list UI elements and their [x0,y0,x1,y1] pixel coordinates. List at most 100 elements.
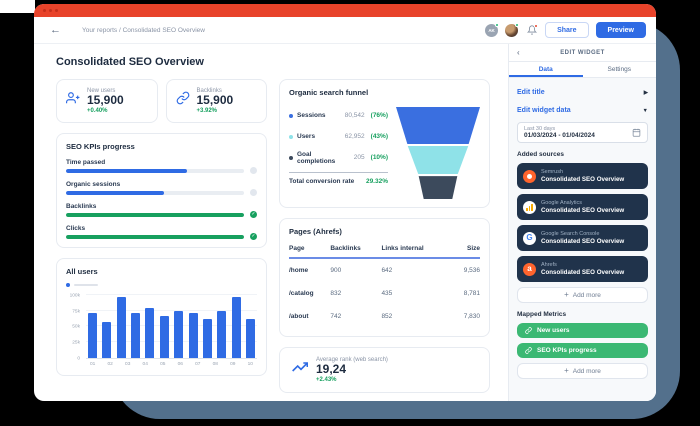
funnel-value: 80,542 [344,112,365,119]
source-name: Google Search Console [541,230,600,237]
kpi-check-icon: ✓ [250,210,257,218]
tab-settings[interactable]: Settings [607,66,632,73]
funnel-label: Goal completions [297,150,336,165]
chevron-left-icon[interactable]: ‹ [517,48,520,57]
avatar-initials-label: AK [488,27,495,33]
bar [88,313,97,358]
source-card-google-analytics[interactable]: Google Analytics Consolidated SEO Overvi… [517,194,648,220]
edit-widget-panel: ‹ EDIT WIDGET Data Settings Edit title ▶… [508,44,656,401]
series-dot [289,134,293,139]
stat-card-backlinks[interactable]: Backlinks 15,900 +3.92% [165,79,267,123]
bar [145,307,155,358]
kpi-label: Backlinks [66,202,97,210]
bar [102,321,112,358]
column-header: Size [452,240,480,259]
stat-label: New users [87,88,116,94]
x-tick-label: 10 [247,361,253,367]
pages-widget[interactable]: Pages (Ahrefs) Page Backlinks Links inte… [279,218,490,337]
x-tick-label: 03 [125,361,131,367]
background-corner [0,0,35,13]
column-header: Links internal [381,240,453,259]
mapped-metrics-label: Mapped Metrics [517,311,567,318]
avatar-photo[interactable] [505,22,520,37]
window-dot [49,9,52,12]
source-card-google-search-console[interactable]: G Google Search Console Consolidated SEO… [517,225,648,251]
google-search-console-icon: G [523,231,536,245]
kpi-progress-fill [66,190,164,195]
bar-chart-x-axis: 01 02 03 04 05 06 07 08 09 10 [86,359,257,367]
source-card-ahrefs[interactable]: a Ahrefs Consolidated SEO Overview [517,256,648,282]
table-row: /about 742 852 7,830 [289,305,480,328]
link-icon [525,327,532,334]
chevron-right-icon: ▶ [643,89,648,96]
source-name: Google Analytics [541,199,582,206]
funnel-total-row: Total conversion rate 29.32% [289,172,388,185]
online-status-dot [515,22,520,27]
x-tick-label: 06 [177,361,183,367]
mapped-metric-seo-kpis[interactable]: SEO KPIs progress [517,343,648,358]
all-users-widget[interactable]: All users 100k 75k 50k 25k 0 01 02 03 04 05 06 07 0… [56,257,267,376]
mapped-metric-new-users[interactable]: New users [517,323,648,338]
bar-chart-plot [86,293,257,359]
window-titlebar [34,4,656,17]
pages-table: Page Backlinks Links internal Size /home… [289,240,480,328]
edit-title-link[interactable]: Edit title ▶ [517,86,648,99]
table-row: /catalog 832 435 8,781 [289,282,480,305]
funnel-shape [396,107,480,199]
cell-backlinks: 742 [330,313,342,320]
funnel-value: 205 [353,154,365,161]
date-range-picker[interactable]: Last 30 days 01/03/2024 - 01/04/2024 [517,122,648,143]
gridline [86,341,257,343]
kpi-row: Backlinks ✓ [66,202,257,218]
cell-links-internal: 642 [381,267,393,274]
back-arrow-icon[interactable]: ← [50,23,61,36]
metric-label: New users [537,327,570,334]
average-rank-widget[interactable]: Average rank (web search) 19,24 +2.43% [279,347,490,393]
metric-label: SEO KPIs progress [537,347,597,354]
stat-label: Backlinks [196,88,222,94]
chart-legend [66,282,257,287]
kpi-pending-icon [250,166,257,174]
legend-label-placeholder [74,283,98,286]
table-row: /home 900 642 9,536 [289,258,480,282]
bar-chart: 100k 75k 50k 25k 0 [66,293,257,361]
source-card-semrush[interactable]: Semrush Consolidated SEO Overview [517,163,648,189]
date-preset-label: Last 30 days [524,126,556,132]
cell-links-internal: 435 [381,290,393,297]
funnel-widget[interactable]: Organic search funnel Sessions 80,542 (7… [279,79,490,208]
stat-value: 15,900 [196,93,234,107]
kpis-widget[interactable]: SEO KPIs progress Time passed Organic se… [56,132,267,248]
cell-page: /home [289,267,309,274]
notifications-bell-icon[interactable] [525,23,539,37]
panel-header: ‹ EDIT WIDGET [509,44,656,62]
bar [231,296,241,358]
kpi-row: Clicks ✓ [66,225,257,240]
stat-card-new-users[interactable]: New users 15,900 +0.40% [56,79,158,123]
share-button[interactable]: Share [545,22,589,38]
stat-value: 15,900 [87,93,124,107]
bar-chart-y-axis: 100k 75k 50k 25k 0 [66,293,82,361]
chevron-down-icon: ▼ [642,107,648,114]
funnel-row: Goal completions 205 (10%) [289,147,388,168]
widget-title: SEO KPIs progress [66,141,135,151]
x-tick-label: 04 [142,361,148,367]
preview-button[interactable]: Preview [595,22,646,38]
cell-page: /about [289,313,309,320]
window-dot [55,9,58,12]
kpi-pending-icon [250,188,257,196]
bar [217,310,227,358]
bar [202,319,212,358]
gridline [86,325,257,327]
funnel-percent: (10%) [370,154,388,161]
stat-delta: +0.40% [87,107,108,114]
add-source-button[interactable]: + Add more [517,287,648,303]
source-widget-name: Consolidated SEO Overview [541,268,625,276]
add-metric-button[interactable]: + Add more [517,363,648,379]
x-tick-label: 02 [107,361,113,367]
tab-data[interactable]: Data [509,62,583,77]
avatar-initials[interactable]: AK [485,22,500,37]
funnel-total-label: Total conversion rate [289,178,355,185]
bar-chart-bars [88,293,255,358]
y-tick-label: 75k [72,309,80,315]
edit-widget-data-link[interactable]: Edit widget data ▼ [517,104,648,117]
